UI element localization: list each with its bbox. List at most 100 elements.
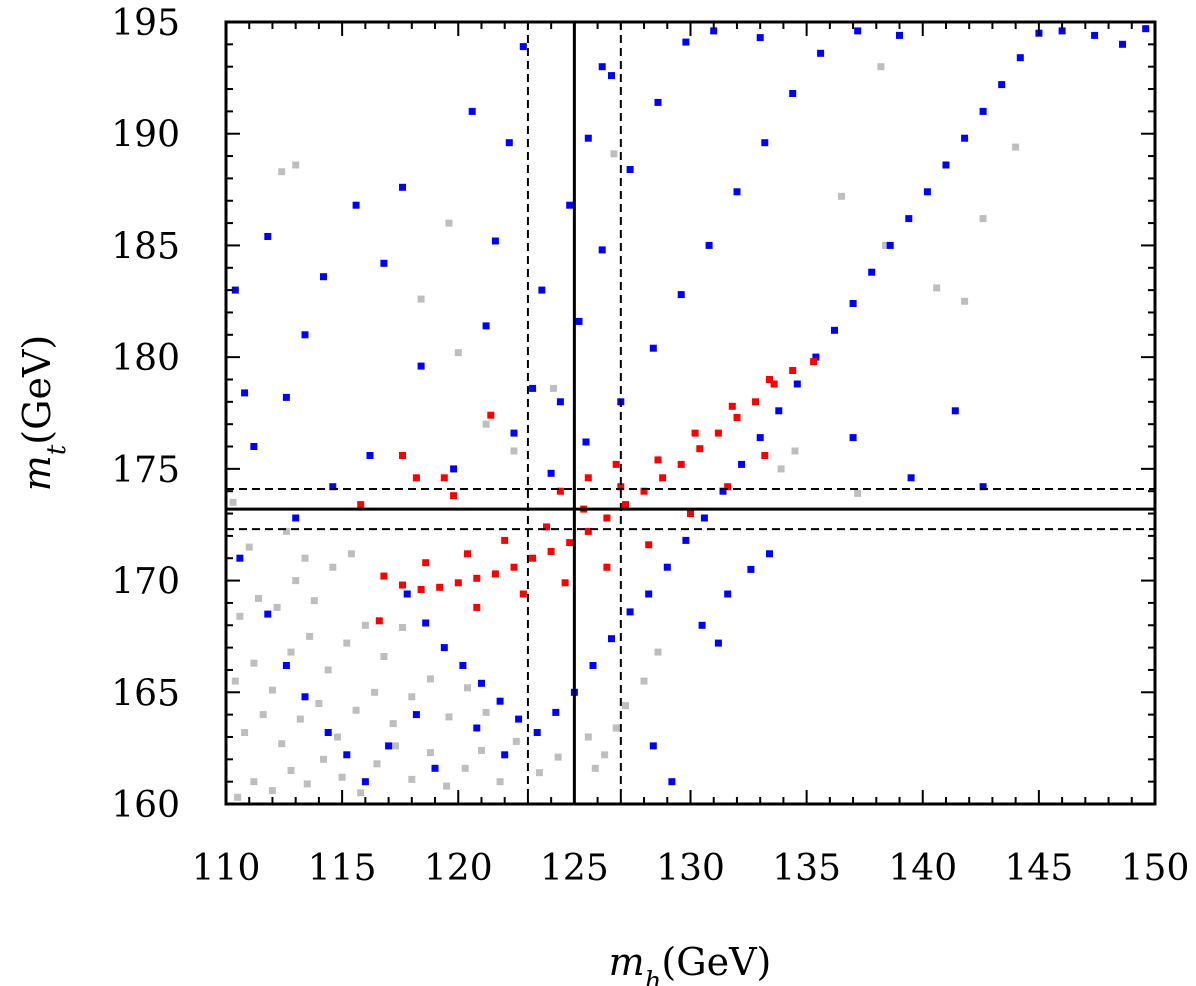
point-gray-49 [347, 550, 355, 558]
point-red-15 [659, 474, 667, 482]
point-gray-26 [371, 688, 379, 696]
point-gray-43 [236, 612, 244, 620]
point-blue-32 [998, 81, 1006, 89]
point-gray-46 [292, 577, 300, 585]
point-gray-14 [478, 746, 485, 754]
point-red-31 [691, 429, 699, 437]
point-red-24 [422, 559, 430, 567]
point-blue-62 [608, 72, 615, 80]
point-blue-37 [1119, 40, 1126, 48]
y-tick-labels: 160 165 170 175 180 185 190 195 [111, 3, 180, 826]
axis-ticks [225, 21, 1156, 805]
point-red-41 [761, 452, 769, 459]
x-tick-label: 115 [308, 848, 377, 889]
point-red-10 [566, 539, 574, 547]
point-red-3 [436, 583, 444, 591]
point-blue-33 [1016, 54, 1024, 62]
point-red-26 [501, 536, 509, 544]
point-blue-39 [547, 469, 555, 477]
point-blue-101 [907, 474, 915, 482]
point-blue-76 [282, 393, 290, 401]
x-tick-label: 110 [192, 848, 261, 889]
point-blue-66 [301, 693, 309, 701]
point-gray-0 [234, 793, 242, 801]
point-red-39 [687, 510, 694, 517]
point-blue-2 [440, 644, 448, 652]
point-blue-105 [668, 778, 676, 786]
points-layer [229, 25, 1150, 801]
point-red-33 [766, 376, 773, 383]
point-gray-76 [791, 447, 799, 455]
y-tick-label: 195 [111, 3, 180, 44]
point-gray-31 [464, 684, 471, 692]
point-blue-19 [756, 434, 764, 442]
y-tick-label: 180 [111, 338, 180, 379]
point-gray-15 [496, 778, 504, 786]
x-tick-label: 125 [540, 848, 609, 889]
point-gray-2 [268, 787, 276, 795]
point-blue-5 [496, 697, 504, 705]
point-gray-45 [273, 603, 281, 611]
point-blue-92 [231, 286, 239, 294]
point-blue-102 [951, 407, 959, 415]
y-axis-label: mt(GeV) [15, 335, 72, 491]
point-blue-40 [582, 438, 590, 446]
point-gray-54 [584, 733, 592, 741]
point-red-2 [417, 586, 425, 593]
point-blue-42 [649, 344, 657, 352]
point-gray-29 [426, 675, 434, 683]
point-blue-31 [979, 107, 987, 115]
point-gray-62 [510, 447, 518, 455]
point-blue-91 [329, 483, 337, 491]
point-gray-21 [278, 740, 286, 748]
point-blue-67 [324, 729, 332, 736]
point-gray-38 [324, 666, 332, 674]
point-gray-16 [512, 737, 520, 745]
y-tick-label: 165 [111, 673, 180, 714]
point-red-30 [654, 456, 662, 464]
point-red-37 [603, 563, 611, 571]
point-gray-27 [389, 720, 397, 728]
point-blue-58 [756, 34, 764, 42]
point-blue-14 [663, 563, 671, 571]
point-gray-18 [554, 753, 562, 761]
point-blue-65 [282, 662, 290, 669]
point-gray-70 [882, 241, 890, 249]
point-blue-61 [584, 134, 592, 142]
point-red-32 [728, 402, 736, 410]
point-blue-25 [868, 268, 876, 276]
point-blue-22 [812, 353, 820, 361]
point-gray-52 [301, 554, 309, 562]
y-tick-label: 185 [111, 226, 180, 267]
point-red-16 [677, 460, 685, 468]
point-blue-4 [478, 679, 485, 687]
point-gray-57 [640, 677, 648, 685]
point-blue-16 [700, 514, 708, 522]
point-gray-13 [461, 764, 469, 772]
point-red-35 [519, 590, 527, 598]
point-blue-8 [552, 708, 560, 716]
point-gray-34 [250, 659, 258, 667]
point-blue-90 [366, 452, 374, 459]
point-blue-70 [385, 742, 393, 750]
x-tick-label: 140 [888, 848, 957, 889]
point-blue-54 [626, 166, 634, 173]
point-red-51 [450, 492, 458, 500]
y-tick-label: 170 [111, 562, 180, 603]
point-blue-3 [459, 662, 467, 669]
point-gray-59 [591, 764, 599, 772]
point-gray-9 [392, 742, 399, 750]
point-gray-4 [303, 780, 311, 788]
point-blue-81 [380, 259, 388, 267]
point-blue-7 [533, 729, 541, 736]
point-gray-30 [445, 713, 453, 721]
point-red-34 [473, 603, 481, 611]
point-blue-50 [896, 31, 903, 39]
point-blue-35 [1058, 27, 1066, 35]
y-tick-label: 175 [111, 450, 180, 491]
point-gray-22 [296, 715, 304, 723]
point-blue-23 [831, 326, 838, 334]
point-gray-68 [278, 168, 286, 176]
point-gray-37 [306, 632, 314, 640]
point-blue-86 [505, 139, 513, 147]
